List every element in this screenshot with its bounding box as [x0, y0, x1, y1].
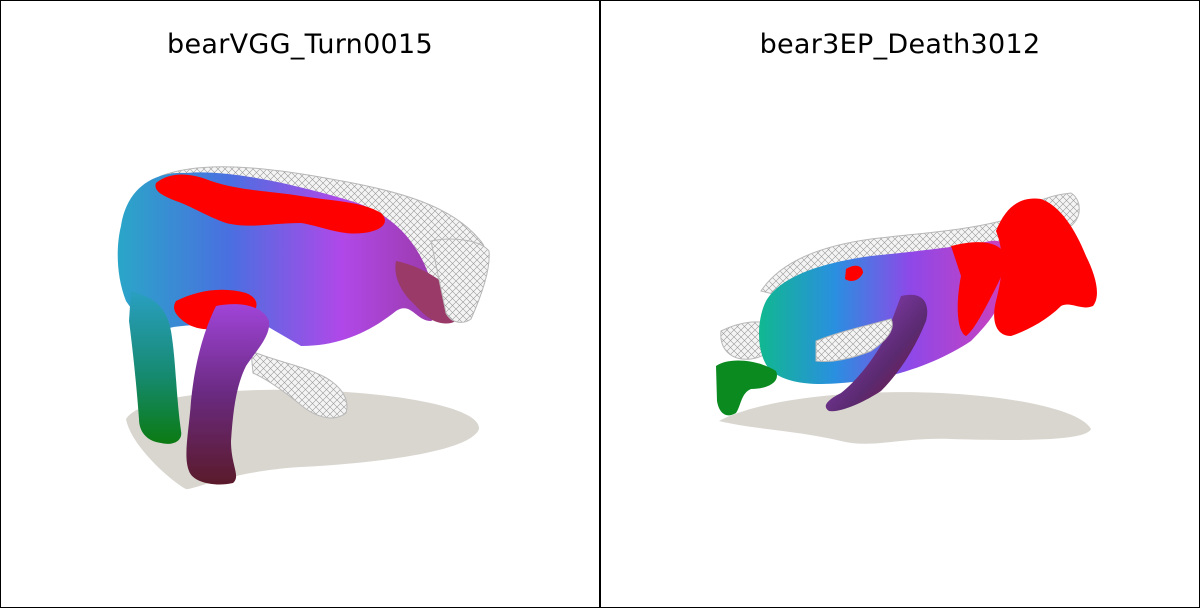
- panel-title-left: bearVGG_Turn0015: [167, 29, 433, 60]
- bear-render-right: [716, 192, 1097, 444]
- mesh-leg: [250, 350, 348, 419]
- panel-title-right: bear3EP_Death3012: [759, 29, 1041, 60]
- leg-front: [825, 294, 928, 412]
- leg-rear: [716, 360, 777, 416]
- red-patch: [951, 242, 1005, 336]
- red-patch: [155, 174, 385, 234]
- mesh-head: [430, 238, 490, 323]
- panel-left: bearVGG_Turn0015: [0, 0, 600, 608]
- panel-right: bear3EP_Death3012: [600, 0, 1200, 608]
- red-patch: [845, 265, 863, 281]
- bear-head: [994, 198, 1097, 336]
- leg-back: [186, 304, 270, 485]
- bear-render-left: [117, 166, 490, 490]
- mesh-leg: [815, 318, 893, 362]
- shadow: [719, 392, 1091, 444]
- leg-front: [129, 291, 182, 444]
